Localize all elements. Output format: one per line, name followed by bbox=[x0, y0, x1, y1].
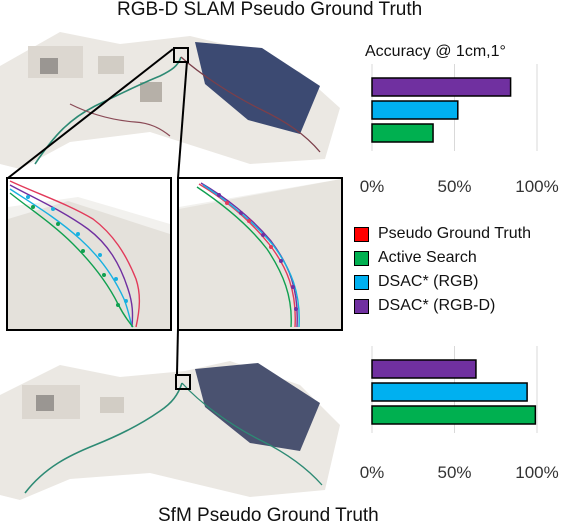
zoom-panel-rgbd bbox=[6, 177, 172, 331]
x-tick-label: 0% bbox=[360, 177, 384, 196]
legend-swatch bbox=[354, 274, 369, 290]
legend-label: DSAC* (RGB-D) bbox=[378, 297, 496, 314]
bar bbox=[371, 359, 477, 379]
legend-swatch bbox=[354, 298, 369, 314]
top-scene-object bbox=[98, 56, 124, 74]
x-tick-label: 50% bbox=[437, 177, 471, 196]
bar bbox=[371, 405, 537, 425]
bottom-inset-marker bbox=[175, 374, 191, 390]
legend-swatch bbox=[354, 250, 369, 266]
chart-title-top: Accuracy @ 1cm,1° bbox=[365, 43, 506, 60]
legend-item: Pseudo Ground Truth bbox=[354, 222, 531, 246]
bottom-scene-render bbox=[0, 361, 340, 500]
bottom-title: SfM Pseudo Ground Truth bbox=[158, 505, 379, 526]
x-tick-label: 0% bbox=[360, 463, 384, 482]
bar bbox=[371, 382, 528, 402]
legend: Pseudo Ground Truth Active Search DSAC* (R… bbox=[354, 222, 531, 318]
x-tick-label: 100% bbox=[515, 177, 558, 196]
top-scene-cabinet bbox=[195, 42, 320, 134]
bar-chart-bottom: 0% 50% 100% bbox=[360, 346, 559, 482]
legend-item: DSAC* (RGB-D) bbox=[354, 294, 531, 318]
zoom-panel-rgbd-plot bbox=[8, 179, 170, 329]
top-scene-render bbox=[0, 32, 340, 169]
bar-chart-top: 0% 50% 100% bbox=[360, 64, 559, 196]
legend-label: Pseudo Ground Truth bbox=[378, 225, 531, 242]
bar bbox=[371, 123, 434, 143]
zoom-panel-sfm-plot bbox=[179, 179, 341, 329]
bottom-trajectory bbox=[24, 382, 183, 494]
legend-label: DSAC* (RGB) bbox=[378, 273, 479, 290]
top-scene-monitor bbox=[40, 58, 58, 74]
top-title: RGB-D SLAM Pseudo Ground Truth bbox=[117, 0, 423, 20]
x-tick-label: 50% bbox=[437, 463, 471, 482]
x-tick-label: 100% bbox=[515, 463, 558, 482]
bar bbox=[371, 100, 459, 120]
bar bbox=[371, 77, 512, 97]
legend-item: Active Search bbox=[354, 246, 531, 270]
top-trajectory-2 bbox=[180, 56, 321, 153]
zoom-panel-sfm bbox=[177, 177, 343, 331]
bottom-trajectory-2 bbox=[181, 382, 323, 486]
bottom-scene-cabinet bbox=[195, 363, 320, 451]
top-inset-marker bbox=[173, 47, 189, 63]
bottom-scene-monitor bbox=[36, 395, 54, 411]
legend-label: Active Search bbox=[378, 249, 477, 266]
top-scene-chair bbox=[140, 82, 162, 102]
legend-swatch bbox=[354, 226, 369, 242]
bottom-scene-object bbox=[100, 397, 124, 413]
legend-item: DSAC* (RGB) bbox=[354, 270, 531, 294]
